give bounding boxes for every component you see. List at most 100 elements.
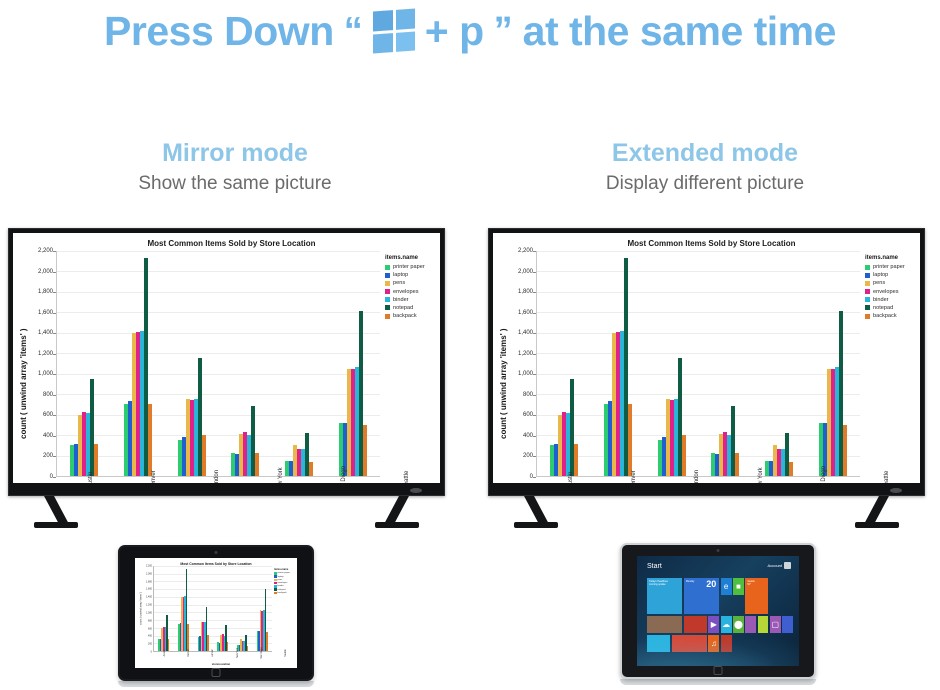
legend-item[interactable]: envelopes [865, 289, 916, 295]
news-tile[interactable]: Todays Headlines morning update [647, 578, 683, 615]
bar[interactable] [823, 422, 828, 476]
bar[interactable] [293, 445, 298, 476]
bar[interactable] [247, 435, 252, 476]
store-tile[interactable]: ■ [733, 578, 744, 596]
bar[interactable] [561, 412, 566, 476]
bar[interactable] [238, 645, 241, 651]
bar[interactable] [164, 627, 167, 651]
bar[interactable] [177, 439, 182, 476]
video-tile[interactable] [647, 634, 671, 652]
bar[interactable] [657, 439, 662, 476]
legend-item[interactable]: printer paper [865, 264, 916, 270]
legend-item[interactable]: printer paper [274, 572, 294, 575]
home-button-icon[interactable] [713, 666, 723, 675]
bar[interactable] [131, 333, 136, 476]
legend-item[interactable]: laptop [865, 272, 916, 278]
legend-item[interactable]: envelopes [274, 581, 294, 585]
legend-item[interactable]: notepad [274, 588, 294, 591]
bar[interactable] [255, 453, 260, 476]
bar[interactable] [339, 423, 344, 476]
bar[interactable] [603, 404, 608, 476]
bar[interactable] [231, 453, 236, 476]
legend-item[interactable]: printer paper [385, 264, 436, 270]
bar[interactable] [627, 404, 632, 476]
bar[interactable] [197, 358, 202, 476]
bar[interactable] [723, 431, 728, 476]
bar[interactable] [711, 453, 716, 476]
bar[interactable] [789, 462, 794, 476]
bar[interactable] [81, 412, 86, 476]
weather-tile[interactable]: Seattle 52° [745, 578, 769, 615]
bar[interactable] [557, 415, 562, 476]
bar[interactable] [731, 405, 736, 476]
sports-tile[interactable] [757, 615, 769, 634]
bar[interactable] [305, 433, 310, 476]
bar[interactable] [77, 415, 82, 476]
legend-item[interactable]: binder [274, 585, 294, 588]
mail-tile[interactable] [671, 634, 707, 652]
browser-tile[interactable]: e [720, 578, 732, 596]
legend-item[interactable]: envelopes [385, 289, 436, 295]
bar[interactable] [241, 640, 244, 651]
bar[interactable] [167, 639, 170, 651]
bar[interactable] [769, 461, 774, 476]
bar[interactable] [161, 628, 164, 651]
bar[interactable] [285, 461, 290, 476]
bar[interactable] [181, 437, 186, 476]
bar[interactable] [673, 399, 678, 476]
reader-tile[interactable] [720, 634, 732, 652]
bar[interactable] [166, 614, 168, 651]
bar[interactable] [258, 630, 260, 651]
bar[interactable] [159, 638, 162, 651]
bar[interactable] [135, 332, 140, 476]
bar[interactable] [202, 622, 204, 651]
photos-tile[interactable] [647, 615, 683, 634]
bar[interactable] [187, 623, 190, 651]
bar[interactable] [715, 454, 720, 476]
music2-tile[interactable]: ♫ [708, 634, 720, 652]
bar[interactable] [189, 399, 194, 476]
bar[interactable] [347, 368, 352, 476]
bar[interactable] [182, 596, 185, 651]
bar[interactable] [243, 640, 245, 651]
bar[interactable] [839, 311, 844, 476]
bar[interactable] [289, 461, 294, 476]
bar[interactable] [73, 443, 78, 476]
bar[interactable] [831, 369, 836, 476]
bar[interactable] [244, 634, 247, 651]
bar[interactable] [843, 424, 848, 476]
legend-item[interactable]: pens [274, 578, 294, 582]
bar[interactable] [677, 358, 682, 476]
bar[interactable] [343, 422, 348, 476]
bar[interactable] [835, 367, 840, 476]
bar[interactable] [549, 445, 554, 476]
bar[interactable] [661, 437, 666, 476]
bar[interactable] [143, 258, 148, 476]
legend-item[interactable]: backpack [274, 591, 294, 595]
bar[interactable] [185, 399, 190, 476]
bar[interactable] [205, 606, 208, 651]
bar[interactable] [89, 379, 94, 476]
legend-item[interactable]: laptop [385, 272, 436, 278]
bar[interactable] [765, 461, 770, 476]
legend-item[interactable]: pens [385, 280, 436, 286]
bar[interactable] [565, 413, 570, 476]
bar[interactable] [235, 454, 240, 476]
bar[interactable] [262, 609, 265, 651]
bar[interactable] [240, 639, 242, 651]
bar[interactable] [781, 449, 786, 476]
bar[interactable] [777, 449, 782, 476]
bar[interactable] [251, 405, 256, 476]
bar[interactable] [569, 379, 574, 476]
bar[interactable] [69, 445, 74, 476]
bar[interactable] [359, 311, 364, 476]
legend-item[interactable]: notepad [865, 305, 916, 311]
bar[interactable] [207, 635, 209, 651]
user-account[interactable]: Account [768, 562, 791, 569]
maps-tile[interactable] [782, 615, 793, 634]
bar[interactable] [201, 434, 206, 476]
bar[interactable] [665, 399, 670, 476]
bar[interactable] [217, 642, 219, 651]
bar[interactable] [619, 331, 624, 476]
bar[interactable] [785, 433, 790, 476]
